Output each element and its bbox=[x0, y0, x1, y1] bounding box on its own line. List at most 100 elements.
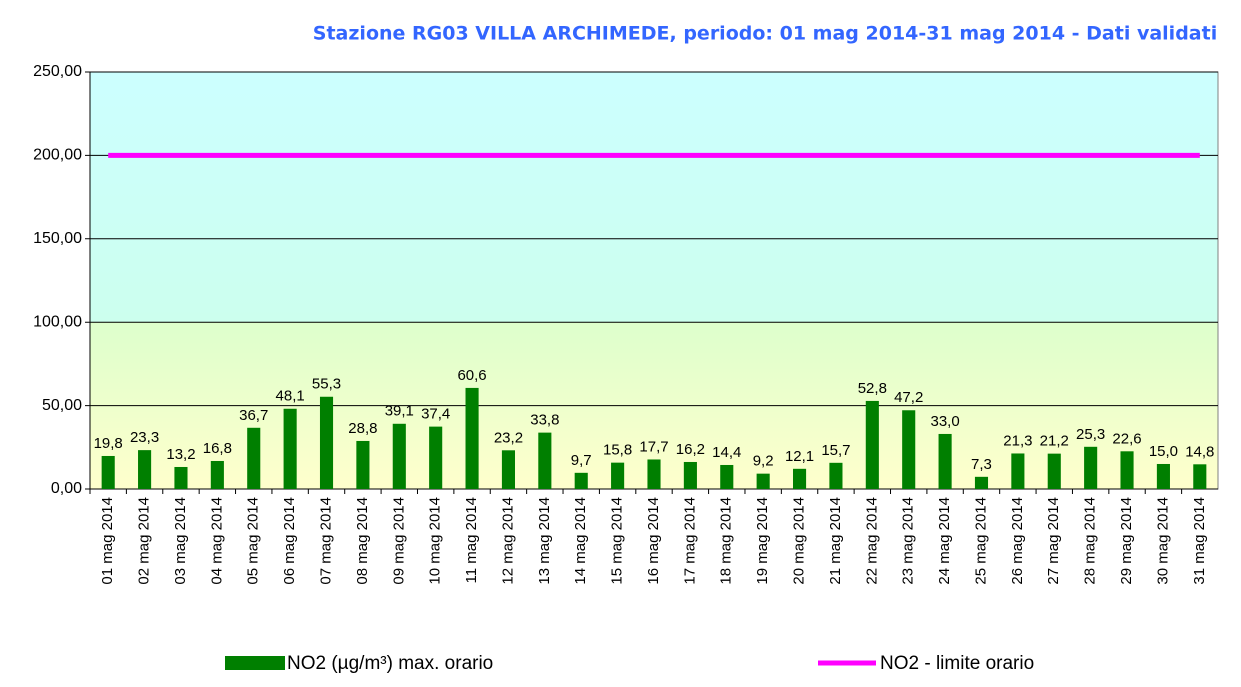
x-tick-label: 28 mag 2014 bbox=[1082, 497, 1099, 585]
x-tick-label: 25 mag 2014 bbox=[972, 497, 989, 585]
bar bbox=[756, 473, 770, 489]
data-label: 60,6 bbox=[457, 367, 486, 384]
bar bbox=[319, 396, 334, 489]
x-tick-label: 13 mag 2014 bbox=[536, 497, 553, 585]
bar bbox=[974, 476, 989, 489]
bar bbox=[247, 427, 261, 489]
y-tick-label: 250,00 bbox=[33, 63, 82, 80]
data-label: 17,7 bbox=[639, 438, 668, 455]
x-tick-label: 29 mag 2014 bbox=[1118, 497, 1135, 585]
data-label: 9,7 bbox=[571, 452, 592, 469]
y-tick-label: 100,00 bbox=[33, 313, 82, 330]
bar bbox=[1120, 451, 1134, 489]
bar bbox=[720, 464, 734, 489]
data-label: 16,8 bbox=[203, 440, 232, 457]
data-label: 12,1 bbox=[785, 448, 814, 465]
x-tick-label: 19 mag 2014 bbox=[754, 497, 771, 585]
x-tick-label: 17 mag 2014 bbox=[681, 497, 698, 585]
x-tick-label: 20 mag 2014 bbox=[791, 497, 808, 585]
bar bbox=[829, 462, 843, 489]
legend-swatch bbox=[225, 656, 285, 670]
bar bbox=[501, 450, 516, 489]
bar bbox=[356, 440, 370, 489]
x-tick-label: 01 mag 2014 bbox=[99, 497, 116, 585]
bar bbox=[938, 433, 952, 489]
x-tick-label: 24 mag 2014 bbox=[936, 497, 953, 585]
data-label: 33,8 bbox=[530, 412, 559, 429]
y-tick-label: 150,00 bbox=[33, 230, 82, 247]
data-label: 15,7 bbox=[821, 442, 850, 459]
bar bbox=[1011, 453, 1025, 489]
data-label: 25,3 bbox=[1076, 426, 1105, 443]
data-label: 21,3 bbox=[1003, 432, 1032, 449]
bar bbox=[1047, 453, 1061, 489]
x-tick-label: 11 mag 2014 bbox=[463, 497, 480, 583]
x-tick-label: 06 mag 2014 bbox=[281, 497, 298, 585]
data-label: 19,8 bbox=[94, 435, 123, 452]
x-tick-label: 02 mag 2014 bbox=[136, 497, 153, 585]
y-tick-label: 50,00 bbox=[42, 397, 82, 414]
bar bbox=[647, 459, 661, 489]
bar bbox=[1193, 464, 1207, 489]
bar bbox=[392, 423, 406, 489]
data-label: 23,3 bbox=[130, 429, 159, 446]
x-tick-label: 30 mag 2014 bbox=[1154, 497, 1171, 585]
x-tick-label: 18 mag 2014 bbox=[718, 497, 735, 585]
data-label: 14,4 bbox=[712, 444, 741, 461]
bar bbox=[174, 466, 188, 489]
bar bbox=[1084, 446, 1098, 489]
bar bbox=[792, 468, 807, 489]
chart-title: Stazione RG03 VILLA ARCHIMEDE, periodo: … bbox=[313, 23, 1217, 45]
bar bbox=[538, 432, 552, 489]
bar bbox=[138, 450, 152, 489]
x-tick-label: 10 mag 2014 bbox=[427, 497, 444, 585]
data-label: 15,8 bbox=[603, 442, 632, 459]
data-label: 28,8 bbox=[348, 420, 377, 437]
data-label: 39,1 bbox=[385, 403, 414, 420]
x-tick-label: 03 mag 2014 bbox=[172, 497, 189, 585]
x-tick-label: 27 mag 2014 bbox=[1045, 497, 1062, 585]
bar bbox=[429, 426, 443, 489]
bar bbox=[283, 408, 297, 489]
legend-label: NO2 - limite orario bbox=[880, 653, 1034, 674]
data-label: 14,8 bbox=[1185, 443, 1214, 460]
x-tick-label: 09 mag 2014 bbox=[390, 497, 407, 585]
data-label: 37,4 bbox=[421, 406, 450, 423]
data-label: 55,3 bbox=[312, 376, 341, 393]
x-tick-label: 04 mag 2014 bbox=[208, 497, 225, 585]
data-label: 15,0 bbox=[1149, 443, 1178, 460]
data-label: 13,2 bbox=[166, 446, 195, 463]
legend-label: NO2 (µg/m³) max. orario bbox=[287, 653, 493, 674]
bar bbox=[865, 400, 879, 489]
x-tick-label: 14 mag 2014 bbox=[572, 497, 589, 585]
x-tick-label: 12 mag 2014 bbox=[499, 497, 516, 585]
x-tick-label: 05 mag 2014 bbox=[245, 497, 262, 585]
y-tick-label: 0,00 bbox=[51, 480, 82, 497]
plot-area bbox=[89, 71, 1219, 490]
bar bbox=[902, 410, 916, 489]
data-label: 7,3 bbox=[971, 456, 992, 473]
bar bbox=[465, 387, 479, 489]
x-tick-label: 22 mag 2014 bbox=[863, 497, 880, 585]
bar bbox=[210, 460, 224, 489]
x-tick-label: 21 mag 2014 bbox=[827, 497, 844, 585]
data-label: 52,8 bbox=[858, 380, 887, 397]
bar bbox=[611, 462, 625, 489]
x-tick-label: 08 mag 2014 bbox=[354, 497, 371, 585]
bar bbox=[574, 472, 588, 489]
bar bbox=[683, 461, 697, 489]
data-label: 16,2 bbox=[676, 441, 705, 458]
x-tick-label: 31 mag 2014 bbox=[1191, 497, 1208, 585]
data-label: 48,1 bbox=[276, 388, 305, 405]
x-tick-label: 16 mag 2014 bbox=[645, 497, 662, 585]
data-label: 21,2 bbox=[1040, 433, 1069, 450]
x-tick-label: 07 mag 2014 bbox=[317, 497, 334, 585]
data-label: 23,2 bbox=[494, 429, 523, 446]
y-tick-label: 200,00 bbox=[33, 147, 82, 164]
x-tick-label: 26 mag 2014 bbox=[1009, 497, 1026, 585]
x-tick-label: 15 mag 2014 bbox=[609, 497, 626, 585]
data-label: 22,6 bbox=[1112, 430, 1141, 447]
x-tick-label: 23 mag 2014 bbox=[900, 497, 917, 585]
bar bbox=[101, 455, 115, 489]
